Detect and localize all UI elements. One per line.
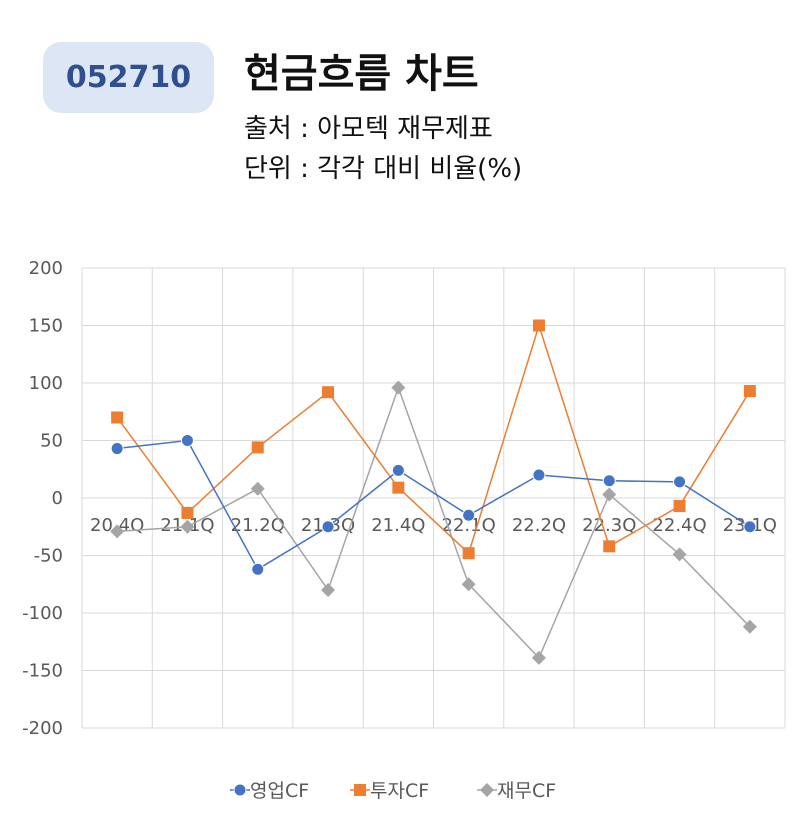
data-point [391, 463, 405, 477]
legend-marker [354, 784, 366, 796]
stock-code-badge: 052710 [43, 42, 214, 113]
data-point [602, 474, 616, 488]
data-point [532, 319, 545, 332]
legend-marker [233, 783, 247, 797]
y-tick-label: -100 [22, 603, 63, 624]
series-line [117, 385, 751, 660]
data-point [321, 520, 335, 534]
data-point [111, 411, 124, 424]
y-tick-label: -200 [22, 718, 63, 739]
data-point [603, 540, 616, 553]
y-tick-label: 200 [29, 258, 63, 279]
legend-label: 투자CF [370, 780, 429, 802]
legend-label: 재무CF [497, 780, 556, 802]
data-point [251, 441, 264, 454]
data-point [462, 547, 475, 560]
data-point [602, 487, 617, 502]
legend-marker [480, 783, 494, 797]
data-point [181, 506, 194, 519]
x-tick-label: 22.4Q [652, 515, 706, 536]
x-tick-label: 22.3Q [582, 515, 636, 536]
legend-label: 영업CF [250, 780, 309, 802]
y-tick-label: 150 [29, 316, 63, 337]
series-line [117, 439, 751, 571]
stock-code: 052710 [65, 60, 192, 95]
chart-title: 현금흐름 차트 [244, 51, 479, 97]
data-point [742, 619, 757, 634]
data-point [743, 385, 756, 398]
y-tick-label: -150 [22, 661, 63, 682]
data-point [532, 468, 546, 482]
data-point [673, 475, 687, 489]
data-point [462, 508, 476, 522]
data-point [322, 386, 335, 399]
data-point [110, 442, 124, 456]
data-point [391, 380, 406, 395]
data-point [180, 434, 194, 447]
x-tick-label: 21.2Q [231, 515, 285, 536]
data-point [180, 519, 195, 534]
x-tick-label: 21.4Q [371, 515, 425, 536]
data-point [461, 577, 476, 592]
y-tick-label: 50 [40, 431, 63, 452]
series-line [116, 322, 751, 555]
y-tick-label: 100 [29, 373, 63, 394]
x-tick-label: 22.1Q [442, 515, 496, 536]
source-label: 출처 : 아모텍 재무제표 [244, 114, 493, 144]
data-point [110, 524, 125, 539]
data-point [250, 481, 265, 496]
data-point [251, 562, 265, 576]
x-tick-label: 22.2Q [512, 515, 566, 536]
data-point [673, 500, 686, 513]
data-point [672, 547, 687, 562]
data-point [392, 481, 405, 494]
y-tick-label: -50 [34, 546, 63, 567]
y-tick-label: 0 [52, 488, 63, 509]
unit-label: 단위 : 각각 대비 비율(%) [244, 154, 523, 184]
data-point [321, 583, 336, 597]
data-point [743, 520, 757, 534]
data-point [531, 650, 546, 665]
